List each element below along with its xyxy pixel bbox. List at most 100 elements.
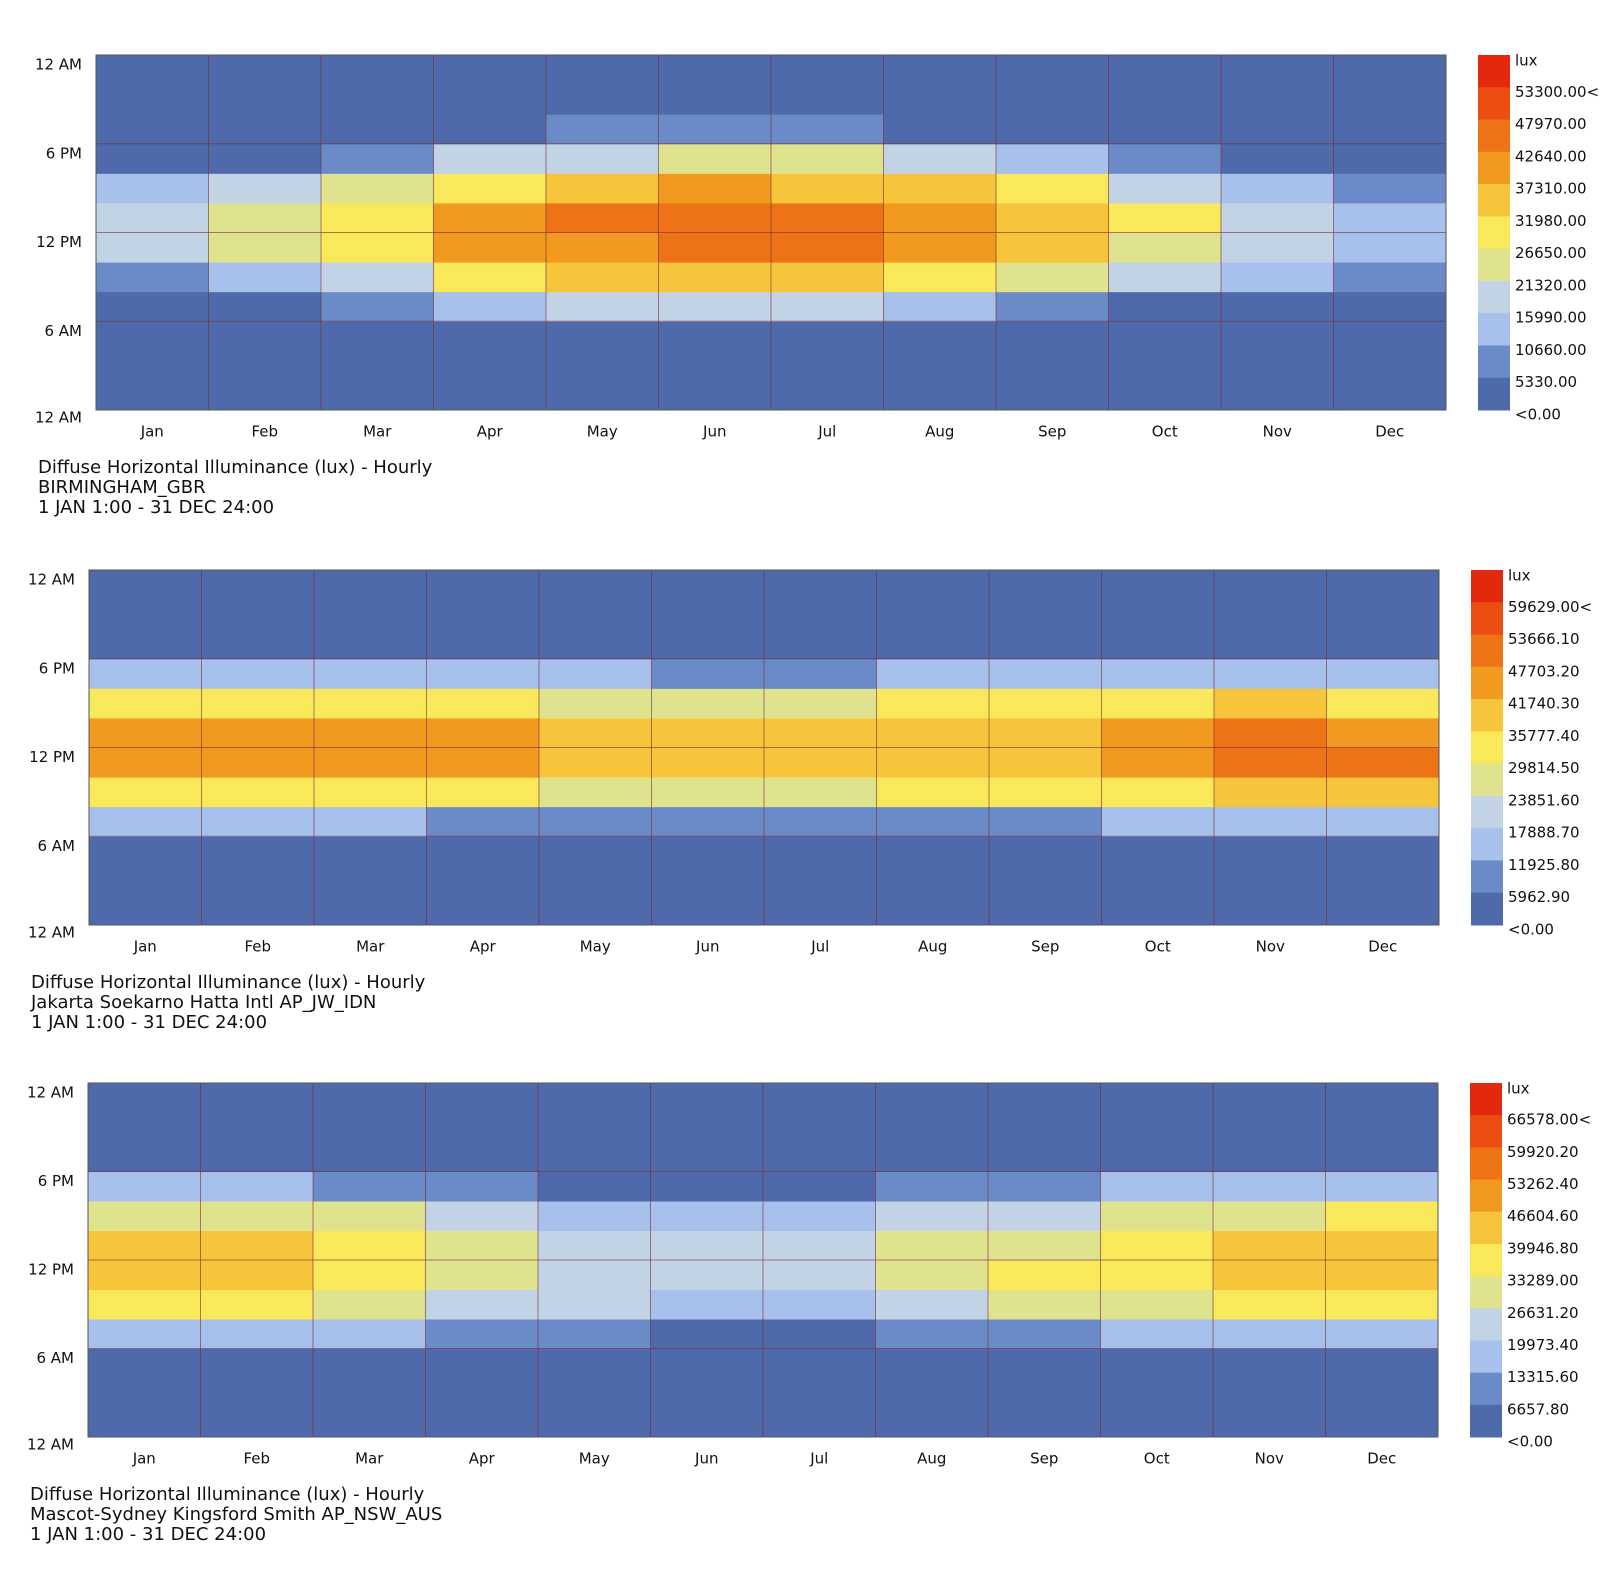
heat-cell [1100,1201,1214,1231]
heat-cell [658,291,772,322]
heat-cell [883,84,997,115]
heat-cell [314,865,427,896]
heat-cell [88,1201,201,1231]
heat-cell [1325,1378,1439,1408]
heat-cell [1333,143,1447,174]
heat-cell [314,717,427,748]
heat-cell [425,1230,539,1261]
heat-cell [426,836,540,867]
legend-label: 31980.00 [1515,212,1587,230]
heat-cell [1100,1083,1214,1113]
heat-cell [433,291,547,322]
heat-cell [1214,865,1327,896]
heat-cell [1101,688,1215,719]
heat-cell [313,1112,426,1143]
y-tick-label: 12 AM [28,571,75,589]
heat-cell [1108,114,1222,145]
heat-cell [433,262,547,293]
heat-cell [1214,688,1327,719]
heat-cell [89,836,202,867]
heat-cell [1213,1289,1326,1320]
heat-cell [764,629,877,660]
legend-title: lux [1507,1080,1530,1098]
heat-cell [96,114,209,145]
heat-cell [1214,629,1327,660]
heat-cell [1326,777,1440,808]
heat-cell [763,1083,876,1113]
heat-cell [208,321,322,352]
heat-cell [876,895,990,926]
heat-cell [96,321,209,352]
heat-cell [314,836,427,867]
heat-cell [96,55,209,86]
heat-cell [876,629,990,660]
heat-cell [88,1230,201,1261]
heat-cell [996,291,1109,322]
legend-swatch [1471,795,1503,829]
heat-cell [314,688,427,719]
x-tick-label: Nov [1255,1450,1284,1468]
heat-cell [208,380,322,411]
x-tick-label: Oct [1145,938,1171,956]
legend-title: lux [1515,52,1538,70]
heat-cell [314,806,427,837]
heat-cell [1221,173,1334,204]
heat-cell [96,202,209,233]
x-tick-label: Jan [133,938,157,956]
chart-location: Jakarta Soekarno Hatta Intl AP_JW_IDN [30,992,376,1013]
legend-label: 13315.60 [1507,1368,1579,1386]
heat-cell [988,1348,1101,1379]
heat-cell [313,1319,426,1349]
legend-title: lux [1508,567,1531,585]
heat-cell [1333,262,1447,293]
heat-cell [89,777,202,808]
heat-cell [883,202,997,233]
legend-label: 6657.80 [1507,1400,1569,1418]
heat-cell [989,688,1102,719]
heat-cell [1108,350,1222,381]
heat-cell [1108,291,1222,322]
heat-cell [426,599,540,630]
heat-cell [321,84,434,115]
heat-cell [313,1378,426,1408]
heat-cell [208,114,322,145]
heat-cell [313,1260,426,1290]
heat-cell [425,1289,539,1320]
heat-cell [538,1319,651,1349]
heat-cell [651,717,765,748]
heat-cell [546,350,659,381]
heat-cell [426,806,540,837]
legend-swatch [1471,828,1503,861]
y-tick-label: 6 AM [36,1349,74,1367]
legend-swatch [1470,1340,1502,1374]
heat-cell [321,350,434,381]
heat-cell [1326,599,1440,630]
heat-cell [208,291,322,322]
x-tick-label: Jun [695,938,719,956]
heat-cell [996,232,1109,263]
heat-cell [875,1201,989,1231]
heat-cell [1325,1112,1439,1143]
heat-cell [425,1112,539,1143]
legend-label: 26650.00 [1515,244,1587,262]
heat-cell [321,114,434,145]
heat-cell [321,202,434,233]
legend-swatch [1470,1308,1502,1341]
heat-cell [538,1201,651,1231]
heat-cell [883,291,997,322]
x-tick-label: Jun [702,423,726,441]
heat-cell [1213,1201,1326,1231]
heat-cell [763,1201,876,1231]
plot-border [95,54,1447,411]
heat-cell [1101,806,1215,837]
heat-cell [988,1112,1101,1143]
legend-swatch [1478,184,1510,217]
heat-cell [538,1260,651,1290]
heat-cell [876,570,990,601]
heat-cell [996,114,1109,145]
heat-cell [1333,350,1447,381]
heat-cell [988,1289,1101,1320]
y-tick-label: 6 PM [46,144,82,162]
legend-swatch [1470,1115,1502,1148]
heat-cell [314,599,427,630]
